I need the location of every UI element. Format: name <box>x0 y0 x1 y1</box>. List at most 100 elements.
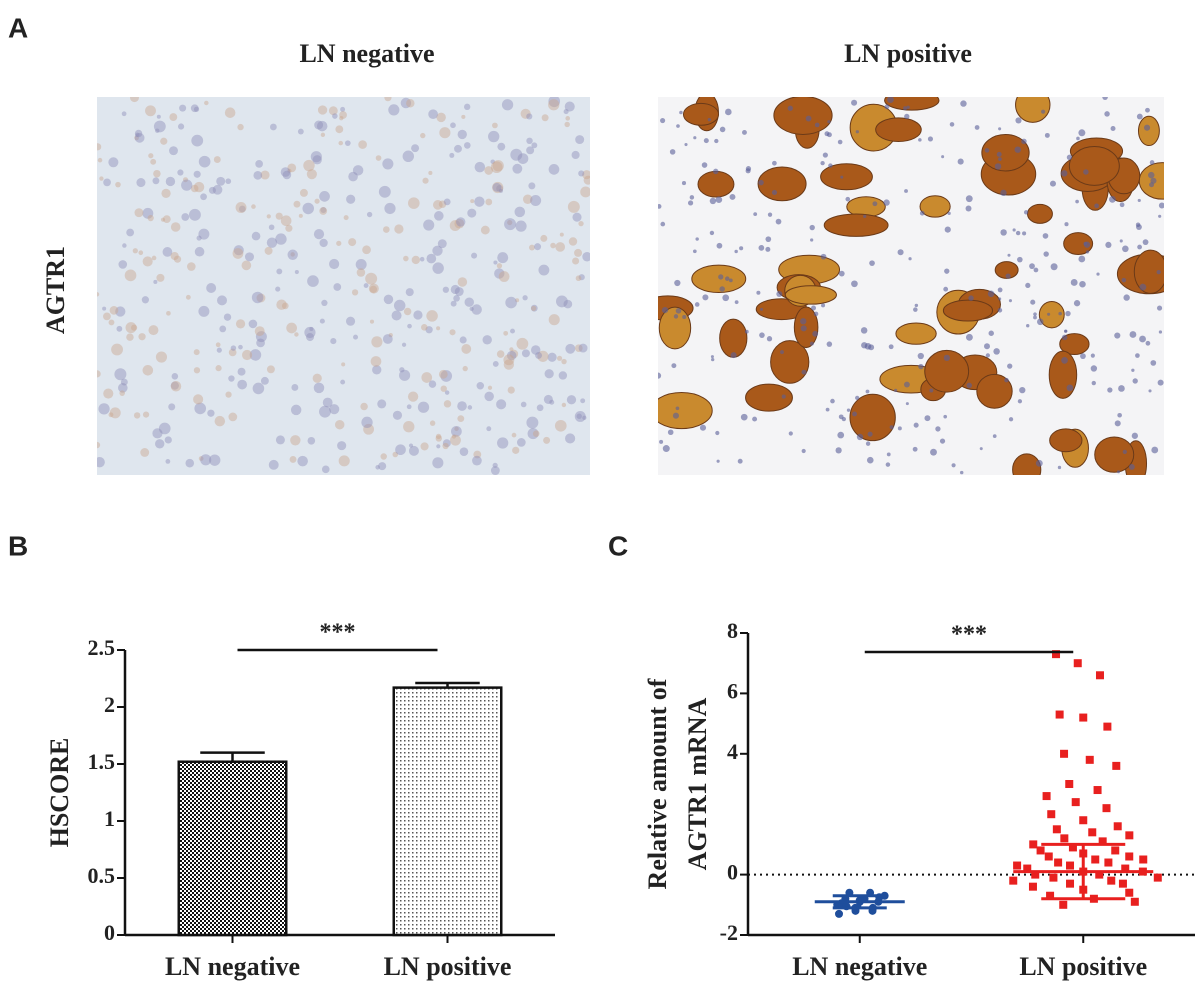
cell <box>399 369 411 381</box>
cell <box>550 242 556 249</box>
cell <box>484 166 494 175</box>
cell <box>496 350 505 358</box>
cell <box>405 288 414 297</box>
nucleus <box>1033 315 1037 320</box>
nucleus <box>1158 330 1163 334</box>
cell <box>457 129 467 140</box>
cell <box>148 325 159 336</box>
cell <box>451 434 457 439</box>
data-point <box>1031 870 1040 879</box>
cell <box>187 262 196 271</box>
cell <box>193 394 204 405</box>
nucleus <box>951 463 956 468</box>
nucleus <box>1158 202 1164 209</box>
tumor-nest <box>1015 97 1051 123</box>
cell <box>206 283 217 293</box>
nucleus <box>1119 202 1125 208</box>
cell <box>408 445 419 456</box>
nucleus <box>674 279 681 287</box>
cell <box>256 338 265 348</box>
cell <box>392 451 399 458</box>
cell <box>177 123 185 130</box>
nucleus <box>1094 203 1099 209</box>
cell <box>138 250 144 256</box>
nucleus <box>661 306 669 314</box>
cell <box>454 144 462 153</box>
cell <box>522 194 533 205</box>
cell <box>492 122 498 129</box>
nucleus <box>660 221 666 227</box>
nucleus <box>1096 272 1100 276</box>
nucleus <box>943 354 950 362</box>
cell <box>215 342 221 348</box>
cell <box>193 349 200 356</box>
nucleus <box>939 438 946 444</box>
nucleus <box>694 302 700 307</box>
cell <box>440 385 447 392</box>
cell <box>501 99 514 111</box>
nucleus <box>1104 111 1110 117</box>
nucleus <box>1012 228 1016 232</box>
nucleus <box>1079 280 1086 288</box>
cell <box>237 379 248 390</box>
cell <box>338 140 344 146</box>
cell <box>384 202 396 215</box>
cell <box>191 134 204 147</box>
cell <box>119 390 125 396</box>
cell <box>200 193 207 201</box>
cell <box>432 200 443 210</box>
nucleus <box>893 388 898 392</box>
tumor-nest <box>942 299 994 322</box>
cell <box>472 455 482 466</box>
cell <box>97 456 105 468</box>
cell <box>209 454 221 466</box>
tumor-nest <box>875 117 922 143</box>
significance-label: *** <box>951 622 987 648</box>
nucleus <box>837 139 843 145</box>
cell <box>307 275 319 287</box>
cell <box>141 296 150 304</box>
cell <box>543 394 553 405</box>
cell <box>108 412 114 418</box>
cell <box>155 351 168 363</box>
nucleus <box>1033 267 1039 273</box>
cell <box>393 299 406 312</box>
cell <box>237 367 246 376</box>
cell <box>228 348 237 357</box>
nucleus <box>1057 465 1062 470</box>
nucleus <box>1131 368 1135 372</box>
cell <box>543 436 551 444</box>
cell <box>403 307 412 316</box>
cell <box>198 228 210 240</box>
cell <box>233 245 244 256</box>
data-point <box>1059 900 1068 909</box>
cell <box>198 456 204 461</box>
cell <box>554 419 567 432</box>
cell <box>470 199 475 204</box>
cell <box>169 113 178 121</box>
cell <box>521 349 530 358</box>
nucleus <box>716 242 723 249</box>
tumor-nest <box>895 322 937 345</box>
nucleus <box>709 230 715 236</box>
cell <box>473 450 482 459</box>
nucleus <box>906 105 910 109</box>
cell <box>526 146 535 155</box>
nucleus <box>1158 214 1162 218</box>
cell <box>322 397 333 408</box>
cell <box>526 137 533 145</box>
nucleus <box>676 124 680 128</box>
cell <box>97 441 101 449</box>
cell <box>196 235 202 241</box>
cell <box>565 116 571 121</box>
cell <box>450 284 460 295</box>
cell <box>251 291 264 304</box>
data-point <box>1071 798 1080 807</box>
cell <box>114 368 127 381</box>
cell <box>384 97 392 102</box>
cell <box>494 268 505 279</box>
nucleus <box>771 189 778 196</box>
data-point <box>1130 897 1139 906</box>
cell <box>254 326 265 337</box>
cell <box>228 375 235 382</box>
